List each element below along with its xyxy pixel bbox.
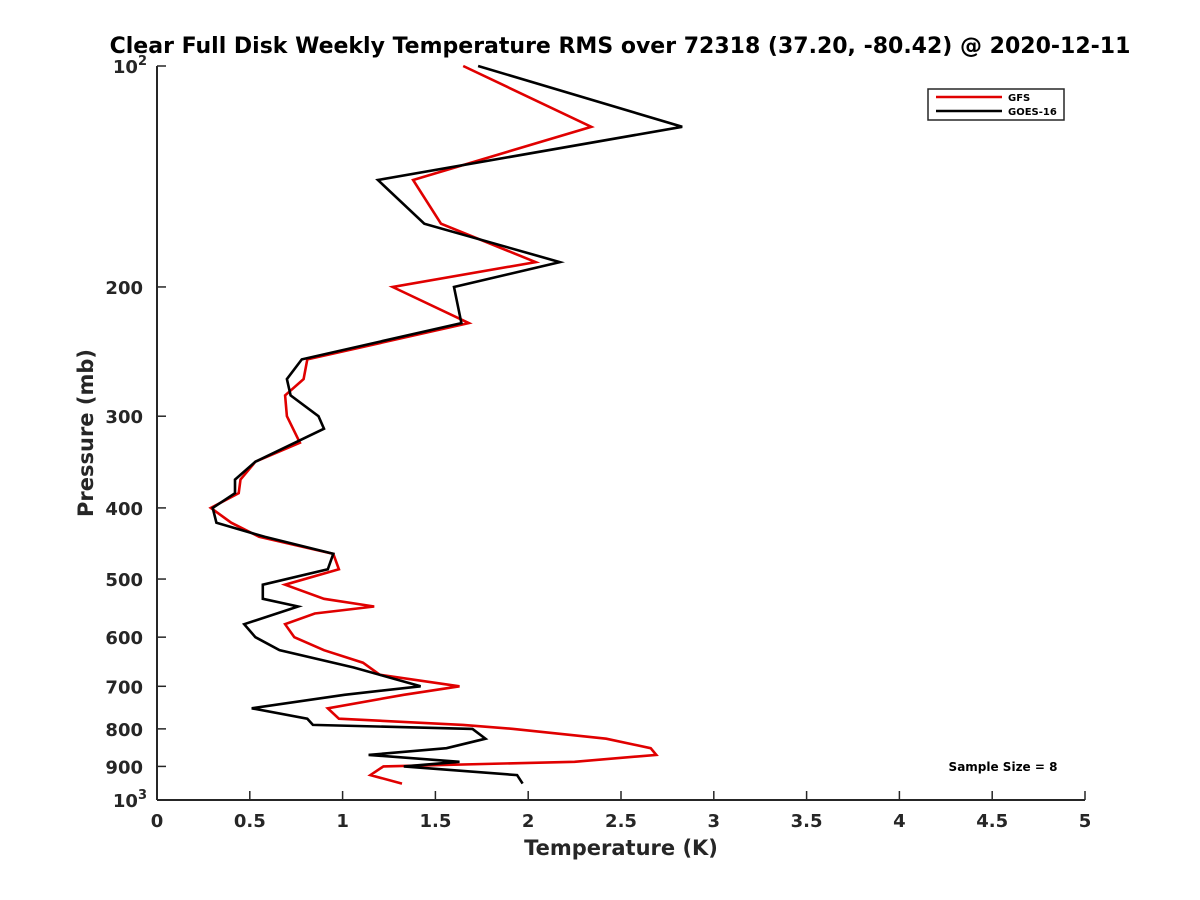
chart-title: Clear Full Disk Weekly Temperature RMS o… — [110, 34, 1131, 59]
x-ticks: 0 0.5 1 1.5 2 2.5 3 3.5 4 4.5 5 — [151, 791, 1092, 832]
y-tick-label: 200 — [105, 278, 143, 299]
sample-size-annotation: Sample Size = 8 — [949, 760, 1058, 774]
series-line-gfs — [208, 64, 659, 785]
y-tick-label: 102 — [113, 54, 147, 78]
legend-box — [927, 88, 1065, 121]
y-ticks: 102 200 300 400 500 600 700 800 900 103 — [105, 54, 166, 812]
x-tick-label: 4.5 — [976, 811, 1008, 832]
x-tick-label: 0 — [151, 811, 164, 832]
x-tick-label: 2 — [522, 811, 535, 832]
y-tick-label: 600 — [105, 628, 143, 649]
legend-label-gfs: GFS — [1008, 93, 1030, 104]
plot-lines — [208, 64, 683, 785]
y-tick-label: 900 — [105, 757, 143, 778]
y-tick-label: 400 — [105, 499, 143, 520]
x-tick-label: 1 — [336, 811, 349, 832]
legend-label-goes-16: GOES-16 — [1008, 107, 1057, 118]
y-tick-label: 500 — [105, 570, 143, 591]
legend: GFS GOES-16 — [927, 88, 1065, 121]
y-tick-label: 700 — [105, 677, 143, 698]
x-tick-label: 3.5 — [791, 811, 823, 832]
x-tick-label: 5 — [1079, 811, 1092, 832]
series-line-goes-16 — [211, 64, 683, 785]
y-tick-label: 800 — [105, 720, 143, 741]
y-tick-label: 103 — [113, 788, 147, 812]
x-tick-label: 1.5 — [419, 811, 451, 832]
x-tick-label: 3 — [708, 811, 721, 832]
y-axis-label: Pressure (mb) — [74, 349, 98, 517]
x-tick-label: 4 — [893, 811, 906, 832]
x-axis-label: Temperature (K) — [524, 836, 718, 860]
y-tick-label: 300 — [105, 407, 143, 428]
x-tick-label: 0.5 — [234, 811, 266, 832]
x-tick-label: 2.5 — [605, 811, 637, 832]
